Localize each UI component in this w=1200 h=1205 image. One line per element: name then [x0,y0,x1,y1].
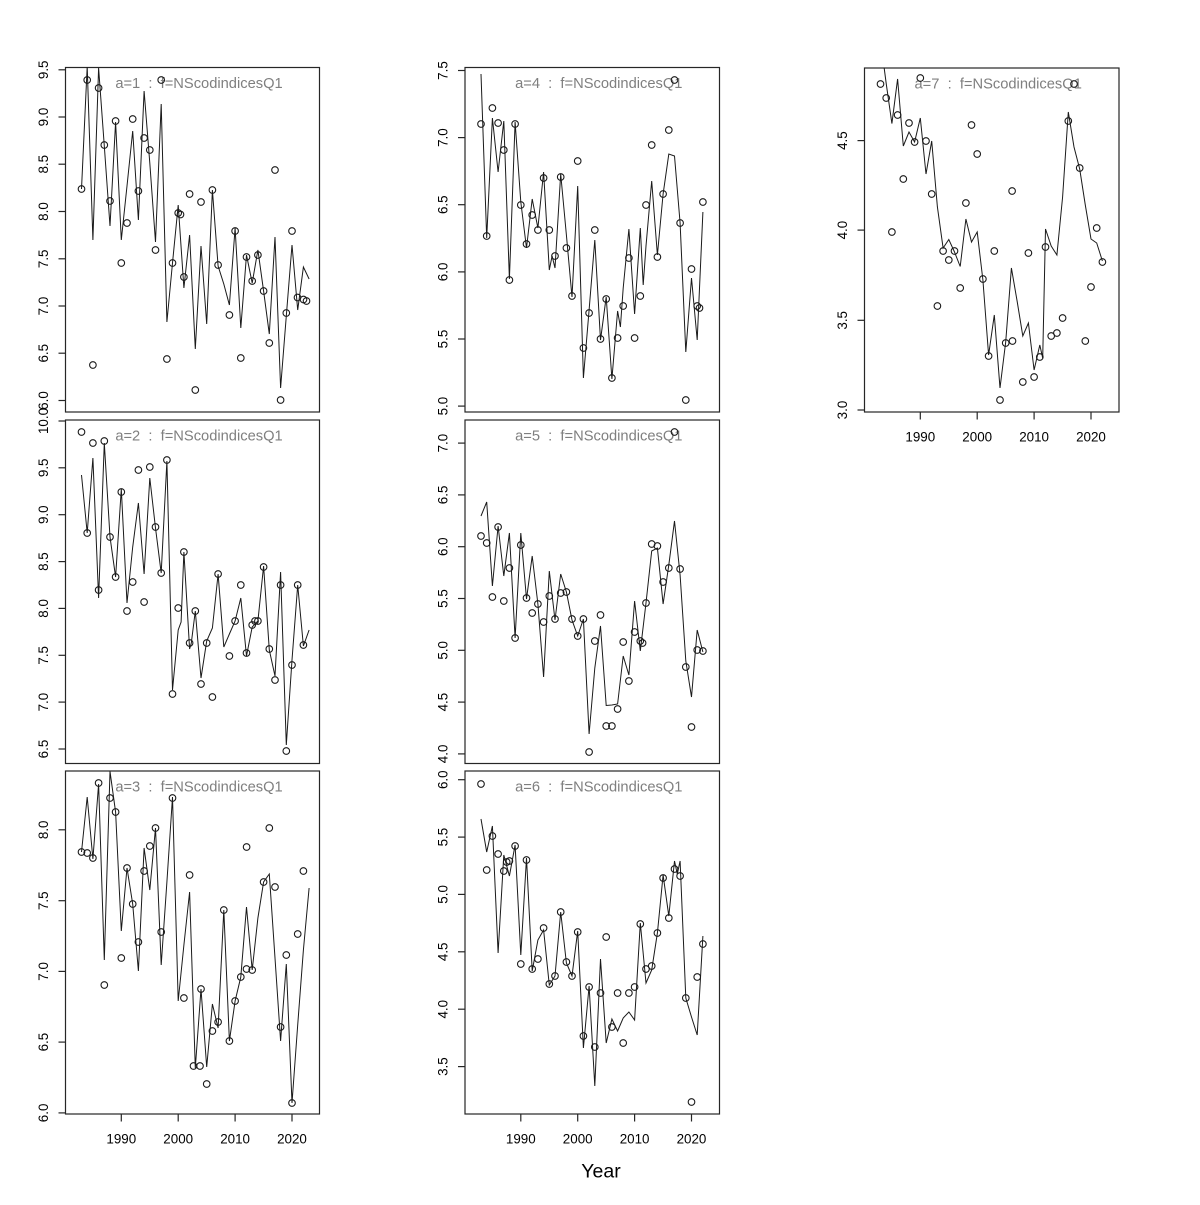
svg-text:7.0: 7.0 [435,434,450,453]
svg-text:1990: 1990 [506,1132,536,1147]
svg-text:8.0: 8.0 [36,202,51,221]
svg-text:2010: 2010 [1019,430,1049,445]
svg-text:5.0: 5.0 [435,885,450,904]
svg-text:7.5: 7.5 [36,249,51,268]
svg-text:7.5: 7.5 [36,646,51,665]
svg-text:6.0: 6.0 [435,770,450,789]
svg-text:a=1 : f=NScodindicesQ1: a=1 : f=NScodindicesQ1 [115,76,282,92]
svg-text:2000: 2000 [962,430,992,445]
svg-text:3.0: 3.0 [835,401,850,420]
svg-text:4.0: 4.0 [435,745,450,764]
svg-text:2010: 2010 [620,1132,650,1147]
svg-text:10.0: 10.0 [36,408,51,434]
svg-text:8.5: 8.5 [36,552,51,571]
svg-text:4.5: 4.5 [435,693,450,712]
svg-text:a=7 : f=NScodindicesQ1: a=7 : f=NScodindicesQ1 [915,77,1082,93]
svg-text:7.5: 7.5 [435,61,450,80]
svg-text:6.0: 6.0 [36,391,51,410]
svg-text:9.5: 9.5 [36,458,51,477]
svg-text:5.5: 5.5 [435,828,450,847]
svg-text:Year: Year [581,1161,621,1183]
svg-text:7.0: 7.0 [36,297,51,316]
svg-text:6.5: 6.5 [36,740,51,759]
svg-text:1990: 1990 [905,430,935,445]
svg-text:a=6 : f=NScodindicesQ1: a=6 : f=NScodindicesQ1 [515,780,682,796]
svg-text:8.0: 8.0 [36,820,51,839]
svg-text:6.5: 6.5 [435,195,450,214]
svg-text:6.5: 6.5 [435,486,450,505]
svg-text:6.0: 6.0 [435,537,450,556]
svg-text:2010: 2010 [220,1132,250,1147]
svg-text:7.5: 7.5 [36,891,51,910]
svg-text:a=5 : f=NScodindicesQ1: a=5 : f=NScodindicesQ1 [515,429,682,445]
svg-text:9.0: 9.0 [36,505,51,524]
svg-text:6.5: 6.5 [36,344,51,363]
svg-text:a=4 : f=NScodindicesQ1: a=4 : f=NScodindicesQ1 [515,76,682,92]
svg-text:7.0: 7.0 [435,128,450,147]
svg-text:2020: 2020 [1076,430,1106,445]
svg-text:1990: 1990 [106,1132,136,1147]
svg-text:8.0: 8.0 [36,599,51,618]
svg-text:6.5: 6.5 [36,1033,51,1052]
svg-text:4.0: 4.0 [435,1000,450,1019]
svg-text:a=2 : f=NScodindicesQ1: a=2 : f=NScodindicesQ1 [115,429,282,445]
svg-text:4.5: 4.5 [435,942,450,961]
svg-text:a=3 : f=NScodindicesQ1: a=3 : f=NScodindicesQ1 [115,780,282,796]
svg-text:3.5: 3.5 [435,1057,450,1076]
svg-text:7.0: 7.0 [36,962,51,981]
svg-text:2000: 2000 [163,1132,193,1147]
svg-text:6.0: 6.0 [435,263,450,282]
svg-text:9.5: 9.5 [36,60,51,79]
svg-text:6.0: 6.0 [36,1104,51,1123]
svg-text:2020: 2020 [277,1132,307,1147]
svg-text:8.5: 8.5 [36,155,51,174]
svg-text:9.0: 9.0 [36,108,51,127]
svg-text:2000: 2000 [563,1132,593,1147]
svg-text:3.5: 3.5 [835,311,850,330]
svg-text:5.5: 5.5 [435,589,450,608]
svg-text:2020: 2020 [677,1132,707,1147]
svg-text:4.0: 4.0 [835,221,850,240]
svg-text:5.0: 5.0 [435,641,450,660]
svg-text:5.0: 5.0 [435,397,450,416]
svg-text:7.0: 7.0 [36,693,51,712]
svg-text:4.5: 4.5 [835,131,850,150]
svg-text:5.5: 5.5 [435,330,450,349]
